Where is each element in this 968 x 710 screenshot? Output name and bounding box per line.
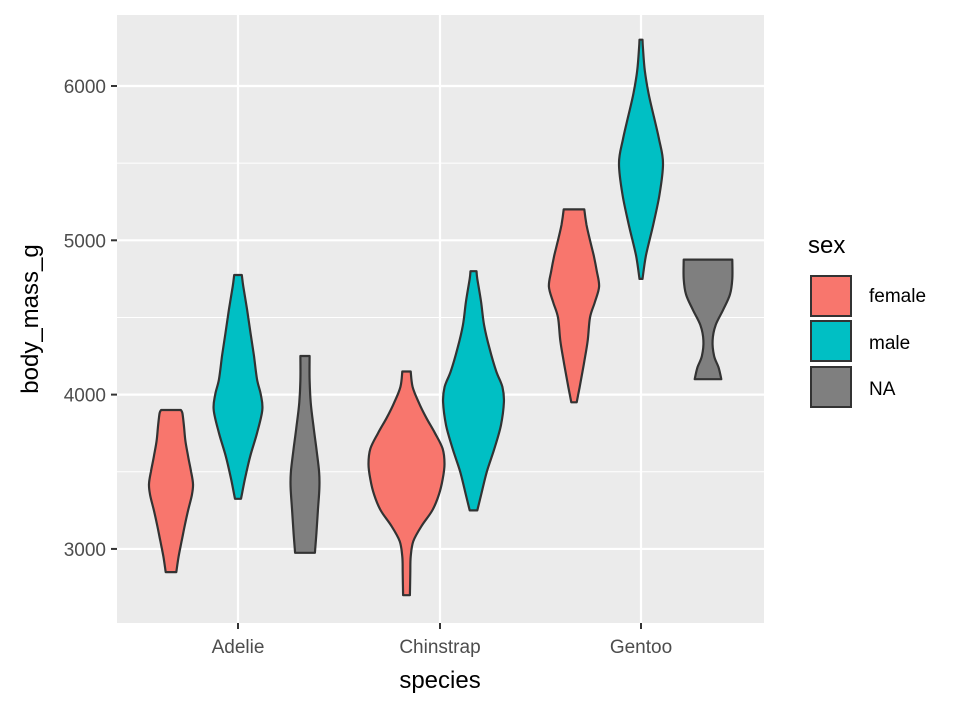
y-tick-label: 5000 <box>64 231 106 252</box>
x-tick-label: Chinstrap <box>399 637 480 658</box>
x-tick-label: Adelie <box>212 637 265 658</box>
x-axis-title: species <box>399 667 480 694</box>
y-tick-label: 6000 <box>64 77 106 98</box>
violins <box>147 38 734 597</box>
x-axis: Adelie Chinstrap Gentoo <box>212 623 672 658</box>
violin-gentoo-female <box>547 208 601 404</box>
legend-label-male: male <box>869 333 910 354</box>
legend-title: sex <box>808 232 845 259</box>
y-tick-label: 4000 <box>64 386 106 407</box>
legend: sex female male NA <box>808 232 926 408</box>
y-tick-label: 3000 <box>64 540 106 561</box>
legend-item-na: NA <box>810 366 896 408</box>
violin-chinstrap-male <box>441 270 506 512</box>
legend-swatch-na <box>810 366 852 408</box>
grid-major <box>117 15 764 623</box>
y-axis-title: body_mass_g <box>17 244 44 393</box>
legend-swatch-female <box>810 275 852 317</box>
y-axis: 3000 4000 5000 6000 <box>64 77 117 561</box>
x-tick-label: Gentoo <box>610 637 672 658</box>
legend-swatch-male <box>810 320 852 362</box>
violin-adelie-male <box>212 273 264 500</box>
legend-item-male: male <box>810 320 910 362</box>
violin-gentoo-male <box>617 38 665 280</box>
violin-adelie-na <box>289 354 321 554</box>
legend-label-na: NA <box>869 379 896 400</box>
violin-gentoo-na <box>682 258 734 381</box>
legend-item-female: female <box>810 275 926 317</box>
legend-label-female: female <box>869 286 926 307</box>
violin-chinstrap-female <box>367 370 446 597</box>
violin-adelie-female <box>147 408 195 574</box>
